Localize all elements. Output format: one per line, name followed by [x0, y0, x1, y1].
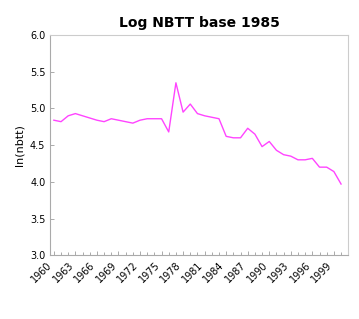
Title: Log NBTT base 1985: Log NBTT base 1985 — [119, 16, 280, 30]
Y-axis label: ln(nbtt): ln(nbtt) — [14, 124, 24, 166]
